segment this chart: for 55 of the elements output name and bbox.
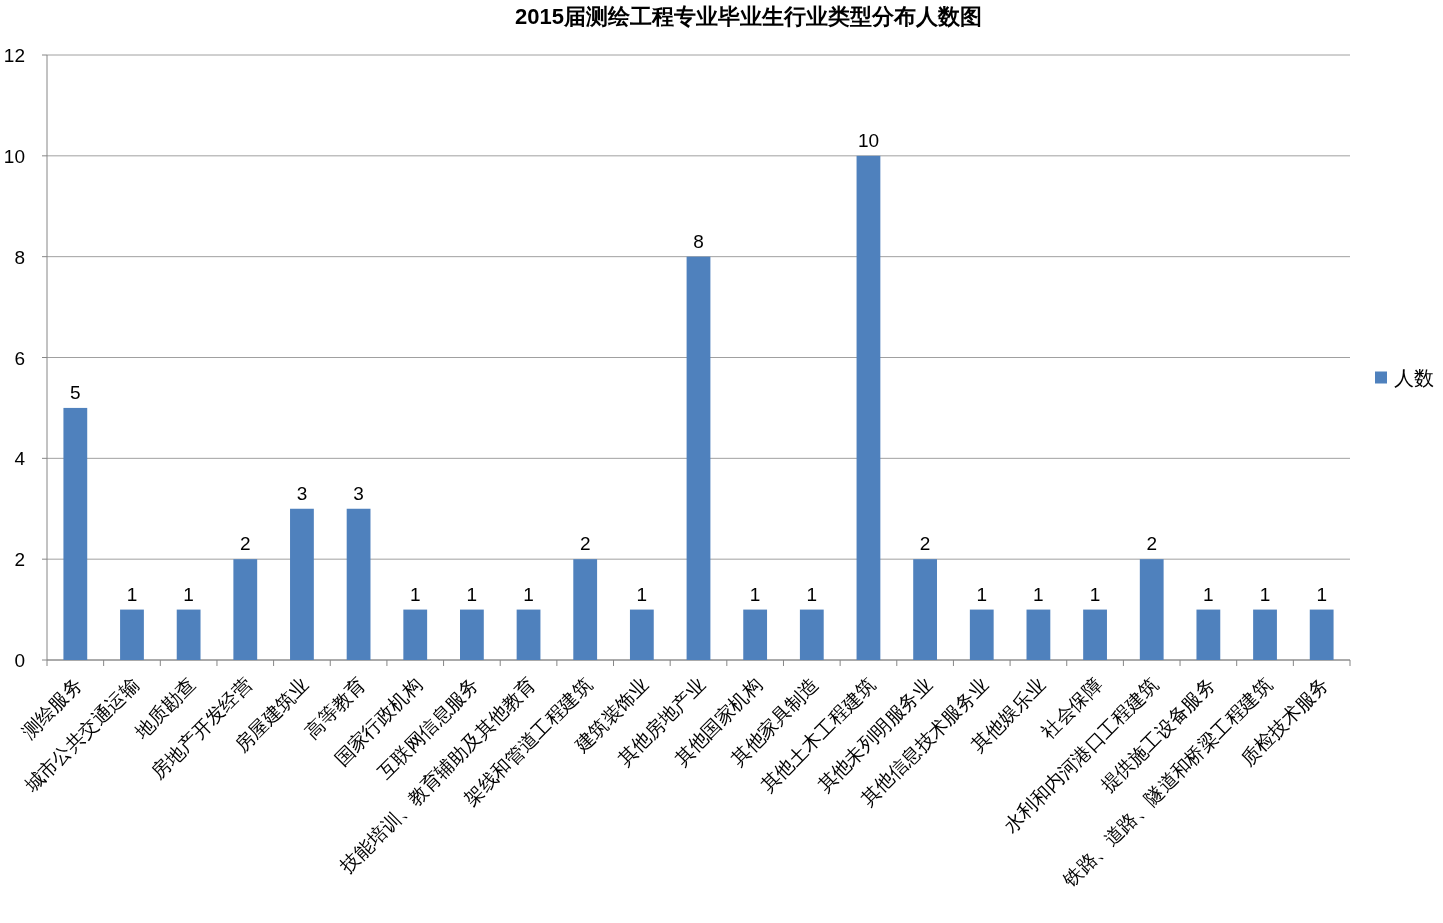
bar <box>176 609 201 660</box>
y-tick-label: 10 <box>3 145 25 167</box>
data-label: 10 <box>857 129 880 151</box>
data-label: 3 <box>353 482 364 504</box>
bar <box>856 155 881 660</box>
y-tick-label: 12 <box>3 45 25 66</box>
bar <box>1139 559 1164 660</box>
bar <box>686 256 711 660</box>
data-label: 2 <box>1146 533 1158 555</box>
data-label: 2 <box>239 533 251 555</box>
bar <box>516 609 541 660</box>
bar <box>1026 609 1051 660</box>
bar <box>573 559 598 660</box>
data-label: 1 <box>183 583 194 605</box>
data-label: 8 <box>693 230 704 252</box>
bar <box>1083 609 1107 660</box>
bar <box>459 609 484 660</box>
bar <box>969 609 994 660</box>
data-label: 1 <box>1089 583 1101 605</box>
y-tick-label: 0 <box>14 650 25 671</box>
data-label: 1 <box>523 583 534 605</box>
data-label: 5 <box>70 381 81 403</box>
bar <box>290 508 314 660</box>
bar <box>743 609 768 660</box>
bar <box>913 559 938 660</box>
chart-title: 2015届测绘工程专业毕业生行业类型分布人数图 <box>515 4 982 29</box>
data-label: 1 <box>126 583 138 605</box>
data-label: 2 <box>579 533 591 555</box>
data-label: 1 <box>1316 583 1327 605</box>
bar <box>1196 609 1221 660</box>
data-label: 2 <box>919 533 931 555</box>
bar <box>346 508 371 660</box>
bar <box>1253 609 1277 660</box>
legend-label: 人数 <box>1394 366 1434 389</box>
data-label: 1 <box>466 583 478 605</box>
bar <box>233 559 258 660</box>
bar <box>403 609 428 660</box>
bar <box>629 609 654 660</box>
data-label: 1 <box>806 583 818 605</box>
data-label: 1 <box>976 583 988 605</box>
bar <box>120 609 144 660</box>
data-label: 3 <box>296 482 308 504</box>
y-tick-label: 6 <box>14 347 25 369</box>
data-label: 1 <box>749 583 761 605</box>
y-tick-label: 8 <box>14 246 25 268</box>
bar <box>63 407 88 660</box>
bar <box>1309 609 1334 660</box>
data-label: 1 <box>636 583 648 605</box>
data-label: 1 <box>1259 583 1271 605</box>
y-tick-label: 2 <box>14 549 25 571</box>
data-label: 1 <box>1033 583 1044 605</box>
data-label: 1 <box>1203 583 1214 605</box>
bar <box>799 609 824 660</box>
data-label: 1 <box>409 583 421 605</box>
y-tick-label: 4 <box>14 448 26 470</box>
